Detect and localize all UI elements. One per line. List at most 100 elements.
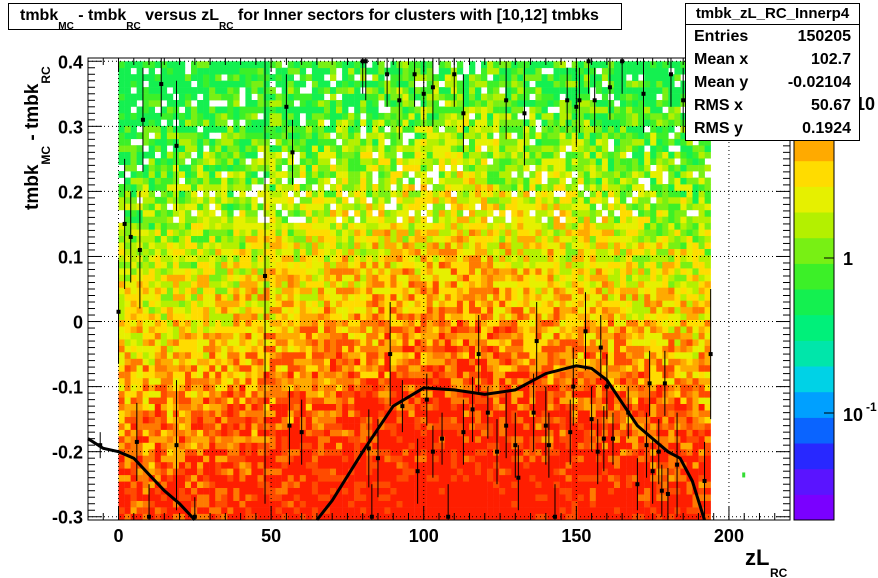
heatmap-cell bbox=[450, 468, 458, 476]
heatmap-cell bbox=[299, 242, 307, 249]
heatmap-cell bbox=[172, 371, 180, 379]
heatmap-cell bbox=[142, 222, 149, 230]
heatmap-cell bbox=[124, 410, 131, 417]
heatmap-cell bbox=[553, 455, 560, 463]
heatmap-cell bbox=[203, 403, 210, 411]
heatmap-cell bbox=[432, 442, 439, 450]
heatmap-cell bbox=[420, 468, 427, 476]
heatmap-cell bbox=[487, 461, 494, 469]
heatmap-cell bbox=[402, 119, 409, 127]
heatmap-cell bbox=[462, 229, 470, 236]
heatmap-cell bbox=[432, 255, 439, 262]
heatmap-cell bbox=[191, 222, 198, 230]
heatmap-cell bbox=[414, 93, 421, 101]
heatmap-cell bbox=[281, 125, 288, 133]
heatmap-cell bbox=[136, 326, 143, 333]
heatmap-cell bbox=[257, 132, 264, 140]
heatmap-cell bbox=[553, 93, 560, 101]
heatmap-cell bbox=[124, 436, 131, 443]
heatmap-cell bbox=[414, 384, 421, 392]
heatmap-cell bbox=[426, 235, 433, 243]
heatmap-cell bbox=[547, 416, 554, 424]
heatmap-cell bbox=[487, 416, 494, 424]
heatmap-cell bbox=[559, 436, 566, 443]
heatmap-cell bbox=[438, 138, 446, 146]
heatmap-cell bbox=[178, 429, 186, 437]
heatmap-cell bbox=[305, 358, 313, 366]
heatmap-cell bbox=[239, 423, 246, 430]
heatmap-cell bbox=[305, 248, 313, 256]
heatmap-cell bbox=[487, 448, 494, 456]
heatmap-cell bbox=[450, 196, 458, 204]
heatmap-cell bbox=[342, 513, 349, 521]
heatmap-cell bbox=[305, 100, 313, 107]
heatmap-cell bbox=[166, 487, 174, 495]
heatmap-cell bbox=[118, 196, 125, 204]
heatmap-cell bbox=[191, 229, 198, 236]
heatmap-cell bbox=[245, 339, 252, 346]
heatmap-cell bbox=[130, 255, 137, 262]
heatmap-cell bbox=[553, 248, 560, 256]
heatmap-cell bbox=[396, 345, 403, 353]
heatmap-cell bbox=[462, 274, 470, 282]
heatmap-cell bbox=[408, 371, 415, 379]
heatmap-cell bbox=[408, 274, 415, 282]
heatmap-cell bbox=[493, 461, 500, 469]
heatmap-cell bbox=[311, 255, 319, 262]
heatmap-cell bbox=[336, 248, 343, 256]
heatmap-cell bbox=[275, 507, 282, 514]
heatmap-cell bbox=[299, 171, 307, 178]
heatmap-cell bbox=[408, 500, 415, 508]
heatmap-cell bbox=[529, 429, 536, 437]
heatmap-cell bbox=[517, 125, 524, 133]
heatmap-cell bbox=[136, 306, 143, 314]
heatmap-cell bbox=[547, 448, 554, 456]
heatmap-cell bbox=[148, 468, 155, 476]
heatmap-cell bbox=[269, 145, 276, 152]
heatmap-cell bbox=[281, 339, 288, 346]
heatmap-cell bbox=[281, 390, 288, 398]
heatmap-cell bbox=[547, 364, 554, 372]
heatmap-cell bbox=[396, 255, 403, 262]
heatmap-cell bbox=[166, 67, 174, 75]
heatmap-cell bbox=[523, 403, 530, 411]
heatmap-cell bbox=[245, 280, 252, 288]
heatmap-cell bbox=[203, 125, 210, 133]
heatmap-cell bbox=[487, 494, 494, 501]
heatmap-cell bbox=[160, 171, 168, 178]
heatmap-cell bbox=[511, 158, 518, 165]
heatmap-cell bbox=[197, 358, 204, 366]
heatmap-cell bbox=[257, 93, 264, 101]
heatmap-cell bbox=[438, 164, 446, 172]
heatmap-cell bbox=[311, 171, 319, 178]
heatmap-cell bbox=[330, 196, 337, 204]
heatmap-cell bbox=[414, 274, 421, 282]
heatmap-cell bbox=[281, 364, 288, 372]
heatmap-cell bbox=[178, 313, 186, 320]
heatmap-cell bbox=[311, 235, 319, 243]
heatmap-cell bbox=[160, 313, 168, 320]
heatmap-cell bbox=[257, 461, 264, 469]
heatmap-cell bbox=[166, 184, 174, 191]
heatmap-cell bbox=[360, 171, 367, 178]
heatmap-cell bbox=[227, 390, 234, 398]
heatmap-cell bbox=[535, 494, 542, 501]
heatmap-cell bbox=[293, 138, 300, 146]
heatmap-cell bbox=[384, 222, 391, 230]
heatmap-cell bbox=[293, 125, 300, 133]
heatmap-cell bbox=[154, 345, 162, 353]
heatmap-cell bbox=[378, 235, 385, 243]
heatmap-cell bbox=[263, 345, 270, 353]
heatmap-cell bbox=[541, 326, 548, 333]
heatmap-cell bbox=[160, 390, 168, 398]
heatmap-cell bbox=[499, 229, 506, 236]
heatmap-cell bbox=[287, 184, 294, 191]
heatmap-cell bbox=[535, 332, 542, 340]
heatmap-cell bbox=[456, 100, 464, 107]
heatmap-cell bbox=[384, 112, 391, 120]
heatmap-cell bbox=[178, 397, 186, 404]
heatmap-cell bbox=[511, 112, 518, 120]
heatmap-cell bbox=[305, 455, 313, 463]
heatmap-cell bbox=[499, 261, 506, 269]
heatmap-cell bbox=[336, 280, 343, 288]
